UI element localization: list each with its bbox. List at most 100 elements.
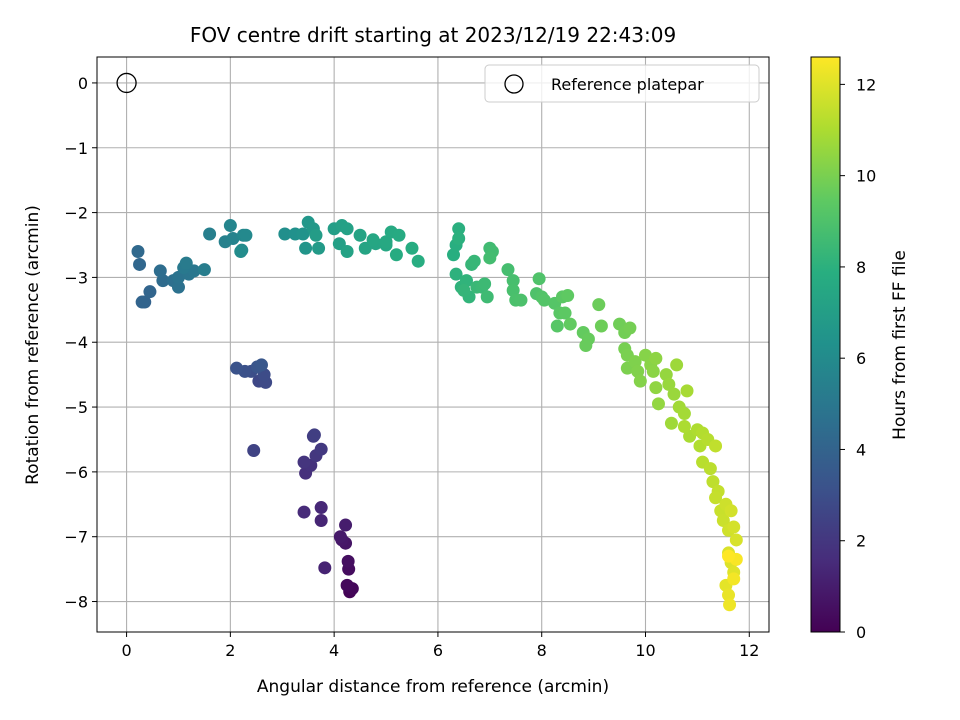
y-axis-label: Rotation from reference (arcmin) <box>23 205 43 485</box>
grid <box>97 57 769 632</box>
data-point <box>722 588 736 602</box>
data-point <box>223 219 237 233</box>
data-point <box>677 407 691 421</box>
data-point <box>592 298 606 312</box>
data-point <box>234 244 248 258</box>
data-point <box>537 293 551 307</box>
data-point <box>341 554 355 568</box>
y-tick-label: −8 <box>64 593 88 612</box>
data-point <box>314 501 328 515</box>
data-point <box>631 364 645 378</box>
x-axis-label: Angular distance from reference (arcmin) <box>257 677 609 697</box>
data-point <box>296 227 310 241</box>
data-point <box>254 358 268 372</box>
data-point <box>706 475 720 489</box>
data-point <box>561 289 575 303</box>
data-point <box>724 504 738 518</box>
data-point <box>667 387 681 401</box>
data-point <box>594 319 608 333</box>
data-point <box>171 270 185 284</box>
data-point <box>143 285 157 299</box>
y-tick-label: −3 <box>64 268 88 287</box>
data-point <box>171 280 185 294</box>
colorbar-tick-label: 8 <box>856 258 866 277</box>
x-tick-label: 4 <box>329 641 339 660</box>
colorbar-tick-label: 2 <box>856 532 866 551</box>
data-point <box>558 306 572 320</box>
data-point <box>452 232 466 246</box>
data-point <box>247 443 261 457</box>
data-point <box>340 222 354 236</box>
data-point <box>156 274 170 288</box>
colorbar-gradient <box>810 56 841 633</box>
data-point <box>179 256 193 270</box>
legend-reference-marker <box>504 74 524 94</box>
data-point <box>153 264 167 278</box>
chart-title: FOV centre drift starting at 2023/12/19 … <box>190 23 676 47</box>
data-point <box>318 561 332 575</box>
data-point <box>514 293 528 307</box>
y-tick-label: −2 <box>64 204 88 223</box>
colorbar-label: Hours from first FF file <box>890 250 910 440</box>
data-point <box>459 274 473 288</box>
data-point <box>550 319 564 333</box>
data-point <box>480 290 494 304</box>
data-point <box>506 274 520 288</box>
legend-box <box>484 64 760 103</box>
axis-ticks: 0 2 4 6 8 10 12 0 −1 −2 −3 −4 −5 −6 −7 −8 <box>64 74 759 660</box>
data-point <box>716 514 730 528</box>
data-point <box>446 248 460 262</box>
data-point <box>230 361 244 375</box>
data-point <box>405 241 419 255</box>
reference-marker <box>116 72 137 94</box>
data-point <box>670 358 684 372</box>
x-tick-label: 8 <box>537 641 547 660</box>
colorbar-tick-label: 12 <box>856 75 876 94</box>
data-point <box>727 520 741 534</box>
data-point <box>649 381 663 395</box>
data-point <box>333 530 347 544</box>
legend: Reference platepar <box>484 64 760 103</box>
x-tick-label: 12 <box>739 641 759 660</box>
data-point <box>638 348 652 362</box>
data-point <box>131 244 145 258</box>
data-point <box>478 277 492 291</box>
data-point <box>339 518 353 532</box>
y-tick-label: −1 <box>64 139 88 158</box>
data-point <box>309 228 323 242</box>
colorbar-ticks: 0 2 4 6 8 10 12 <box>840 75 876 642</box>
data-point <box>239 228 253 242</box>
colorbar-tick-label: 4 <box>856 440 866 459</box>
data-point <box>659 368 673 382</box>
data-point <box>651 397 665 411</box>
data-point <box>312 241 326 255</box>
reference-marker-group <box>116 72 137 94</box>
data-point <box>197 263 211 277</box>
data-point <box>649 351 663 365</box>
data-point <box>133 257 147 271</box>
y-tick-label: 0 <box>78 74 88 93</box>
data-point <box>449 267 463 281</box>
colorbar-tick-label: 6 <box>856 349 866 368</box>
x-tick-label: 10 <box>635 641 655 660</box>
data-point <box>340 244 354 258</box>
data-point <box>452 222 466 236</box>
x-tick-label: 2 <box>225 641 235 660</box>
data-point <box>392 228 406 242</box>
data-point <box>353 228 367 242</box>
data-point <box>314 514 328 528</box>
x-tick-label: 6 <box>433 641 443 660</box>
data-point <box>709 491 723 505</box>
plot-frame <box>96 56 770 633</box>
data-point <box>467 254 481 268</box>
data-point <box>623 321 637 335</box>
data-point <box>135 295 149 309</box>
data-point <box>226 232 240 246</box>
data-point <box>358 241 372 255</box>
data-point <box>457 283 471 297</box>
scatter-points <box>131 215 743 612</box>
data-point <box>680 384 694 398</box>
data-point <box>501 263 515 277</box>
